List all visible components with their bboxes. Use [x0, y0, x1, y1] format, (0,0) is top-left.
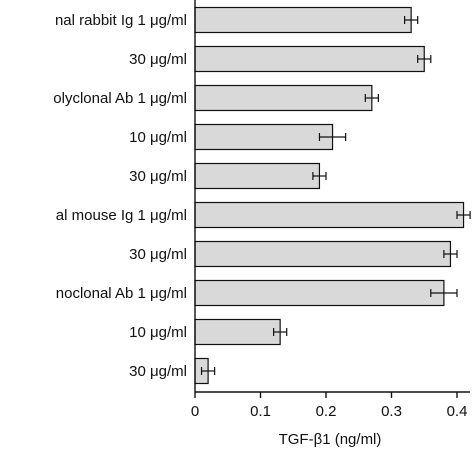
- error-bar: [312, 172, 327, 180]
- error-bar: [443, 250, 458, 258]
- x-tick-label: 0.1: [250, 403, 271, 420]
- x-tick-label: 0.4: [447, 403, 468, 420]
- error-bar: [417, 55, 432, 63]
- bar: [194, 162, 321, 190]
- error-bar: [404, 16, 419, 24]
- category-label: 30 μg/ml: [129, 246, 187, 263]
- category-label: noclonal Ab 1 μg/ml: [56, 285, 187, 302]
- bar: [194, 6, 412, 34]
- category-labels: nal rabbit Ig 1 μg/ml 30 μg/ml olyclonal A…: [53, 12, 187, 380]
- category-label: 30 μg/ml: [129, 51, 187, 68]
- bar: [194, 123, 334, 151]
- category-label: 10 μg/ml: [129, 129, 187, 146]
- bar: [194, 84, 373, 112]
- bars-layer: [194, 6, 471, 385]
- x-axis-title: TGF-β1 (ng/ml): [279, 431, 382, 448]
- category-label: 10 μg/ml: [129, 324, 187, 341]
- bar: [194, 45, 425, 73]
- bar: [194, 318, 281, 346]
- error-bar: [430, 289, 458, 297]
- category-label: 30 μg/ml: [129, 363, 187, 380]
- x-tick-label: 0.2: [316, 403, 337, 420]
- bar: [194, 279, 445, 307]
- category-label: 30 μg/ml: [129, 168, 187, 185]
- bar: [194, 201, 465, 229]
- error-bar: [456, 211, 471, 219]
- bar: [194, 240, 452, 268]
- category-label: olyclonal Ab 1 μg/ml: [53, 90, 187, 107]
- category-label: al mouse Ig 1 μg/ml: [56, 207, 187, 224]
- error-bar: [273, 328, 288, 336]
- x-axis: 0 0.1 0.2 0.3 0.4: [191, 0, 470, 420]
- x-tick-label: 0: [191, 403, 199, 420]
- error-bar: [200, 367, 216, 375]
- x-tick-label: 0.3: [381, 403, 402, 420]
- category-label: nal rabbit Ig 1 μg/ml: [55, 12, 187, 29]
- error-bar: [364, 94, 379, 102]
- error-bar: [318, 133, 347, 141]
